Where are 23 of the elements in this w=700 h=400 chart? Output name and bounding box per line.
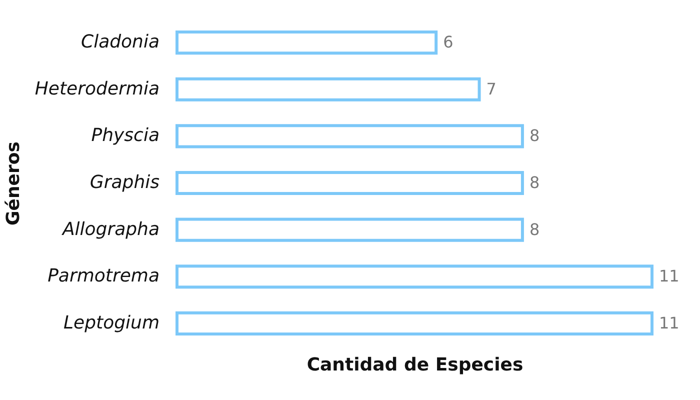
bar bbox=[176, 124, 524, 148]
bar bbox=[176, 77, 481, 102]
data-label: 7 bbox=[486, 79, 496, 98]
data-label: 6 bbox=[443, 32, 454, 52]
bar bbox=[176, 311, 654, 336]
data-label: 11 bbox=[659, 266, 680, 286]
y-tick-label: Allographa bbox=[61, 218, 160, 240]
y-axis-title: Géneros bbox=[2, 142, 24, 226]
data-label: 11 bbox=[659, 313, 680, 332]
data-label: 8 bbox=[529, 220, 540, 239]
y-tick-label: Leptogium bbox=[64, 312, 160, 334]
x-axis-title: Cantidad de Especies bbox=[306, 354, 524, 376]
bar bbox=[176, 264, 654, 289]
y-tick-label: Cladonia bbox=[81, 32, 160, 53]
bar bbox=[176, 170, 524, 196]
y-tick-label: Physcia bbox=[91, 125, 160, 146]
bar bbox=[176, 218, 524, 242]
data-label: 8 bbox=[529, 173, 540, 192]
y-tick-label: Heterodermia bbox=[34, 78, 160, 100]
bar bbox=[176, 30, 438, 55]
y-tick-label: Graphis bbox=[90, 172, 160, 193]
y-tick-label: Parmotrema bbox=[48, 266, 160, 287]
data-label: 8 bbox=[529, 126, 540, 146]
